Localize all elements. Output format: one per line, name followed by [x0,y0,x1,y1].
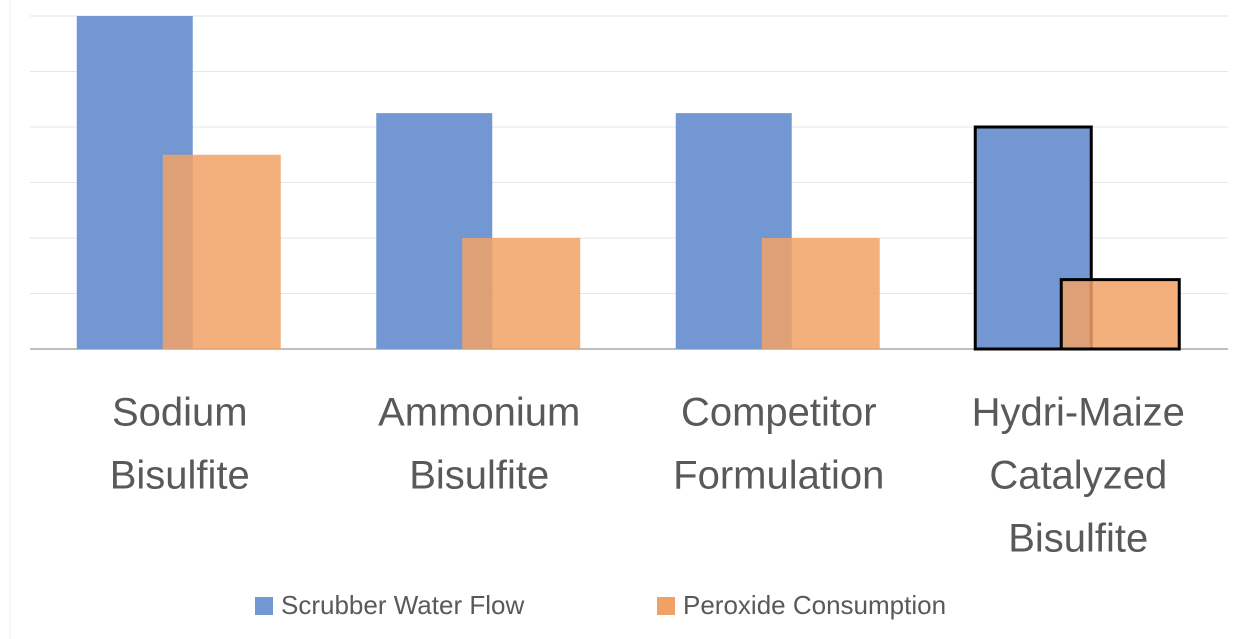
x-tick-label: Bisulfite [409,454,549,498]
x-tick-label: Bisulfite [1008,517,1148,561]
x-tick-label: Sodium [112,391,248,435]
x-tick-label: Catalyzed [989,454,1167,498]
bar [462,238,581,349]
x-tick-label: Ammonium [378,391,580,435]
legend-swatch [255,597,273,615]
legend-label: Scrubber Water Flow [281,590,524,620]
x-tick-label: Formulation [673,454,884,498]
legend-label: Peroxide Consumption [683,590,946,620]
bar [761,238,880,349]
bar [1059,278,1181,351]
legend-swatch [657,597,675,615]
x-tick-label: Hydri-Maize [972,391,1185,435]
x-tick-label: Competitor [681,391,877,435]
x-tick-label: Bisulfite [110,454,250,498]
bar [162,154,281,349]
